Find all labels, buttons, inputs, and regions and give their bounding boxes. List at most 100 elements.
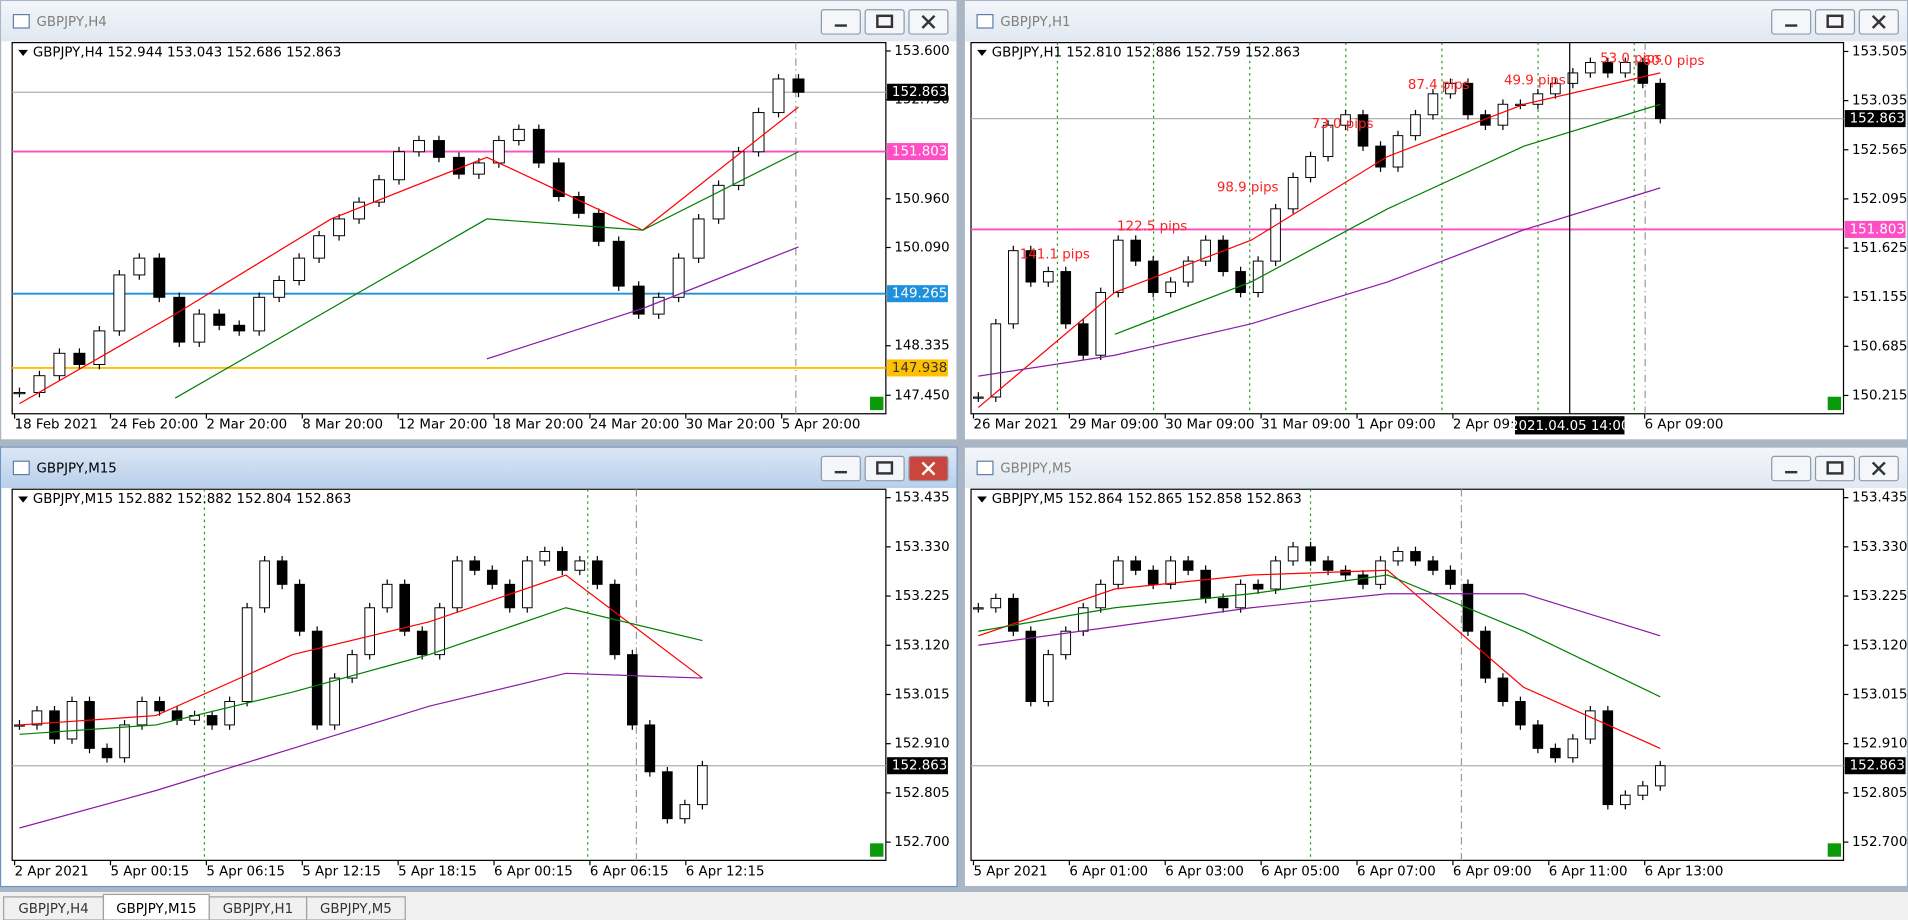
candle <box>412 140 425 153</box>
candle <box>1025 630 1037 702</box>
candle <box>1392 551 1404 562</box>
candle <box>1567 72 1579 84</box>
moving-average <box>486 246 799 360</box>
candle <box>1112 560 1124 585</box>
current-price-label: 152.863 <box>1850 112 1905 127</box>
y-tick-label: 153.035 <box>1852 94 1907 109</box>
candle <box>772 78 785 114</box>
crosshair-badge <box>1514 416 1625 435</box>
x-tick-label: 6 Apr 12:15 <box>686 864 765 879</box>
maximize-glyph <box>1826 14 1844 28</box>
candle <box>692 218 705 259</box>
candle <box>294 583 305 632</box>
candle <box>1270 560 1281 590</box>
y-tick-label: 148.335 <box>894 339 949 354</box>
x-tick-label: 5 Apr 06:15 <box>206 864 285 879</box>
candle <box>1427 93 1439 116</box>
moving-average <box>978 593 1661 646</box>
candle <box>273 280 286 298</box>
maximize-button[interactable] <box>864 455 905 482</box>
chart-info: GBPJPY,H4 152.944 153.043 152.686 152.86… <box>33 45 342 60</box>
pips-annotation: 122.5 pips <box>1117 219 1187 234</box>
y-tick-label: 153.225 <box>894 589 949 604</box>
y-tick-label: 150.685 <box>1852 339 1907 354</box>
candle <box>1532 93 1544 105</box>
candle <box>154 701 165 712</box>
candle <box>1008 597 1019 632</box>
candle <box>1025 250 1037 283</box>
candle <box>1147 260 1159 293</box>
price-badge <box>1844 220 1906 238</box>
candle <box>193 313 206 343</box>
y-tick-label: 153.015 <box>1852 687 1907 702</box>
chart-area <box>11 488 887 861</box>
close-glyph <box>1871 461 1886 476</box>
moving-average <box>978 569 1661 749</box>
current-price-label: 152.863 <box>892 759 947 774</box>
chart-area <box>970 488 1845 861</box>
x-tick-label: 6 Apr 05:00 <box>1261 864 1340 879</box>
candle <box>393 151 405 181</box>
x-tick-label: 1 Apr 09:00 <box>1357 418 1436 433</box>
candle <box>1235 583 1246 609</box>
candle <box>399 583 411 632</box>
candle <box>1637 785 1649 796</box>
x-tick-label: 18 Feb 2021 <box>15 418 98 433</box>
minimize-button[interactable] <box>1771 9 1812 35</box>
candle <box>1095 291 1107 356</box>
close-glyph <box>1871 14 1886 29</box>
candle <box>1357 114 1369 147</box>
title-bar <box>964 1 1907 42</box>
candle <box>432 140 445 158</box>
x-tick-label: 2 Mar 20:00 <box>206 418 287 433</box>
info-arrow <box>18 49 28 56</box>
x-tick-label: 5 Apr 18:15 <box>398 864 477 879</box>
current-price-label: 152.863 <box>892 85 947 100</box>
window-icon <box>976 460 994 476</box>
y-tick-label: 153.330 <box>1852 540 1907 555</box>
candle <box>1252 583 1264 590</box>
candle <box>521 560 533 609</box>
price-badge <box>887 143 948 161</box>
candle <box>1497 103 1509 126</box>
candle <box>1585 61 1596 74</box>
candle <box>14 724 25 727</box>
candle <box>990 597 1002 609</box>
x-tick-label: 6 Apr 03:00 <box>1165 864 1244 879</box>
maximize-glyph <box>876 14 894 28</box>
minimize-button[interactable] <box>820 455 861 482</box>
candle <box>990 323 1002 398</box>
minimize-button[interactable] <box>1771 455 1812 482</box>
maximize-button[interactable] <box>1814 455 1856 482</box>
candle <box>679 804 691 820</box>
candle <box>492 140 505 164</box>
candle <box>1182 560 1194 571</box>
candle <box>1165 560 1176 585</box>
candle <box>627 654 638 726</box>
candle <box>1270 208 1281 262</box>
moving-average <box>978 187 1661 377</box>
candle <box>1287 176 1299 210</box>
chart-info: GBPJPY,H1 152.810 152.886 152.759 152.86… <box>992 45 1301 60</box>
tab[interactable] <box>102 893 210 920</box>
y-tick-label: 153.435 <box>894 491 949 506</box>
maximize-button[interactable] <box>1814 9 1856 35</box>
candle <box>1287 546 1299 562</box>
maximize-glyph <box>876 461 894 475</box>
maximize-button[interactable] <box>864 9 905 35</box>
tab[interactable] <box>306 896 406 920</box>
candle <box>364 607 375 656</box>
candle <box>1410 551 1421 562</box>
minimize-button[interactable] <box>820 9 861 35</box>
candle <box>1550 747 1561 759</box>
candle <box>732 151 745 186</box>
candle <box>592 560 603 585</box>
candle <box>213 313 226 326</box>
candle <box>1182 260 1194 283</box>
candle <box>1620 794 1631 806</box>
candle <box>373 179 385 203</box>
y-tick-label: 153.600 <box>894 44 949 59</box>
x-tick-label: 6 Apr 07:00 <box>1357 864 1436 879</box>
candle <box>353 201 366 220</box>
